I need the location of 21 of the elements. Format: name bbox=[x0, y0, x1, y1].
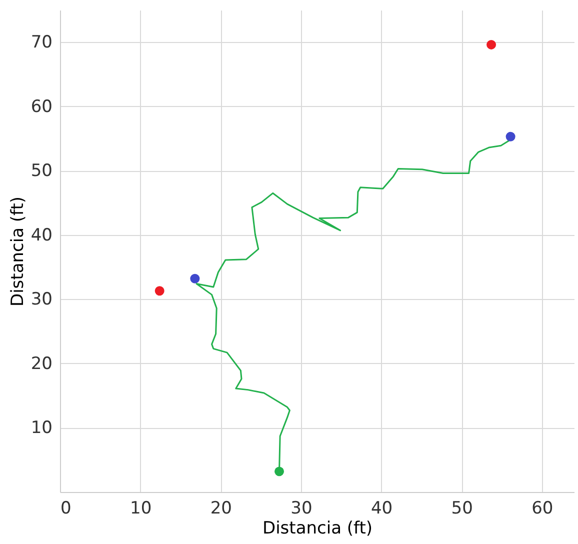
point bbox=[506, 132, 516, 142]
point bbox=[190, 274, 200, 284]
x-tick-label: 10 bbox=[130, 498, 152, 518]
x-tick-label: 0 bbox=[60, 498, 72, 518]
y-tick-label: 20 bbox=[30, 354, 52, 374]
y-axis-title: Distancia (ft) bbox=[8, 196, 28, 307]
y-tick-label: 50 bbox=[30, 161, 52, 182]
point bbox=[154, 286, 164, 296]
y-tick-label: 60 bbox=[30, 96, 52, 117]
y-tick-label: 40 bbox=[30, 225, 52, 246]
point bbox=[274, 466, 284, 476]
x-tick-label: 40 bbox=[370, 498, 393, 518]
point bbox=[486, 40, 496, 50]
x-tick-label: 20 bbox=[210, 498, 232, 518]
x-axis-title: Distancia (ft) bbox=[262, 518, 373, 538]
x-tick-label: 50 bbox=[451, 498, 473, 518]
y-tick-label: 30 bbox=[30, 290, 52, 310]
x-tick-label: 30 bbox=[290, 498, 312, 518]
x-tick-label: 60 bbox=[532, 498, 554, 518]
y-tick-label: 10 bbox=[30, 418, 52, 438]
y-tick-label: 70 bbox=[30, 32, 52, 53]
